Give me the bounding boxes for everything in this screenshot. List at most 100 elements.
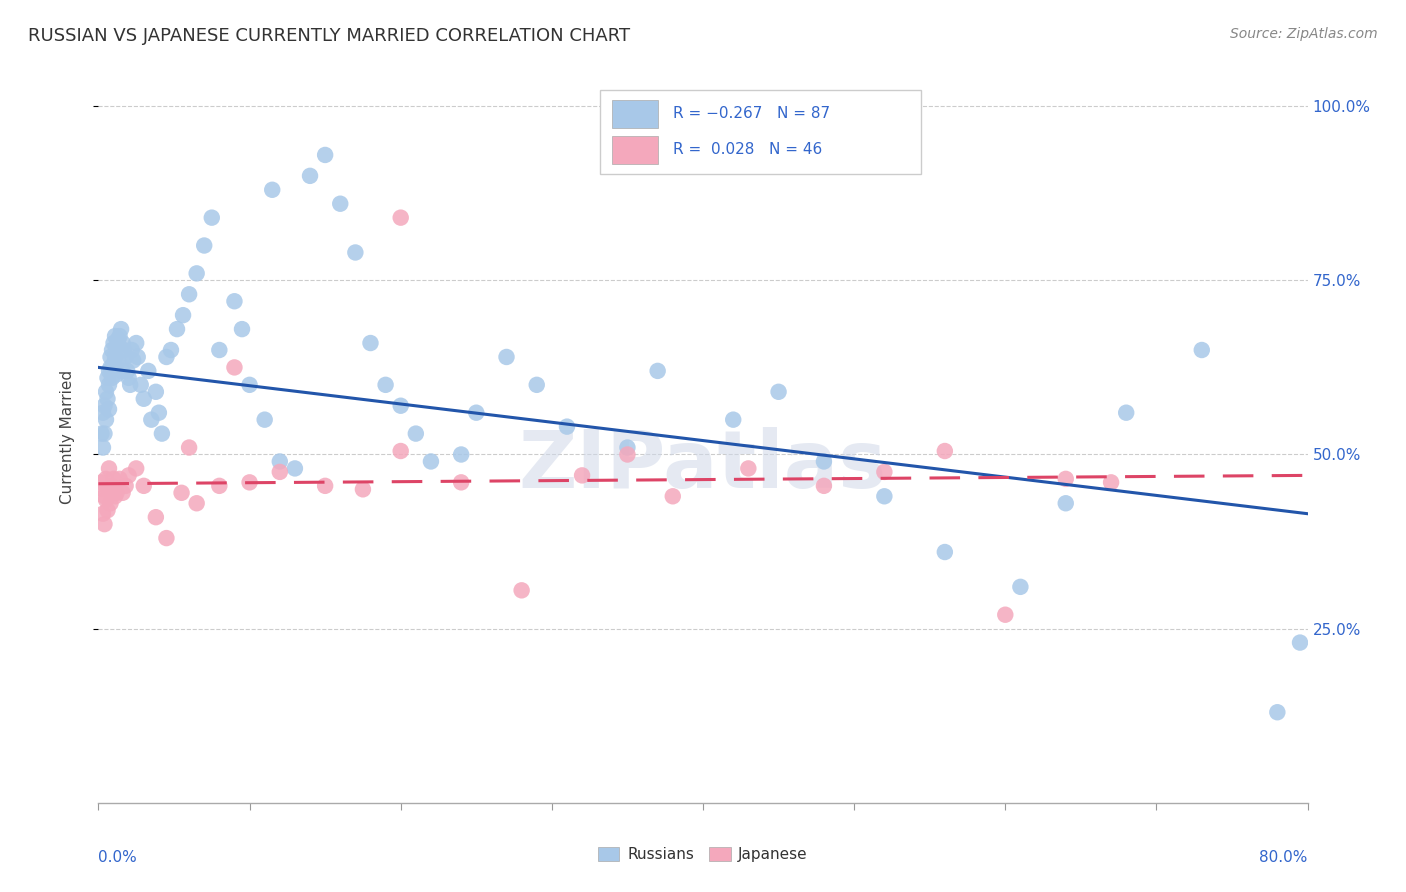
Point (179, 287, 201, 301)
Point (104, 350, 127, 364)
Point (262, 183, 284, 197)
Point (344, 245, 367, 260)
Point (1191, 343, 1213, 357)
Point (1010, 580, 1032, 594)
Point (450, 475, 472, 490)
Point (170, 485, 193, 500)
Point (101, 371, 124, 385)
Point (1115, 406, 1137, 420)
Point (108, 329, 131, 343)
Point (647, 364, 669, 378)
Point (107, 333, 129, 347)
Point (737, 461, 759, 475)
Point (208, 479, 231, 493)
Point (122, 353, 145, 368)
Point (98, 483, 121, 497)
Point (136, 364, 159, 378)
Point (103, 357, 125, 371)
Point (314, 479, 336, 493)
Point (201, 211, 224, 225)
Point (125, 336, 148, 351)
Point (813, 479, 835, 493)
Point (114, 479, 136, 493)
Point (155, 350, 177, 364)
Point (450, 448, 472, 462)
Point (90, 426, 112, 441)
Y-axis label: Currently Married: Currently Married (60, 370, 75, 504)
Point (141, 412, 163, 426)
Point (98, 461, 121, 475)
Point (94, 472, 117, 486)
Point (91, 406, 114, 420)
Point (224, 360, 246, 375)
Point (91, 507, 114, 521)
Point (224, 294, 246, 309)
Point (104, 489, 127, 503)
Point (98, 402, 121, 417)
Bar (613, 136, 658, 163)
Point (104, 329, 127, 343)
Point (405, 426, 427, 441)
Point (101, 479, 124, 493)
Point (93, 489, 115, 503)
Point (100, 496, 122, 510)
Point (112, 343, 135, 357)
Point (98, 377, 121, 392)
Point (934, 444, 956, 458)
Point (253, 412, 276, 426)
Point (360, 336, 382, 351)
Text: Source: ZipAtlas.com: Source: ZipAtlas.com (1230, 27, 1378, 41)
Point (127, 350, 149, 364)
Point (150, 426, 173, 441)
Point (93, 426, 115, 441)
Point (96, 503, 118, 517)
Point (111, 336, 134, 351)
Point (179, 441, 201, 455)
Text: RUSSIAN VS JAPANESE CURRENTLY MARRIED CORRELATION CHART: RUSSIAN VS JAPANESE CURRENTLY MARRIED CO… (28, 27, 630, 45)
Point (118, 371, 141, 385)
Point (94, 384, 117, 399)
Point (284, 461, 307, 475)
FancyBboxPatch shape (600, 90, 921, 174)
Point (661, 489, 683, 503)
Point (111, 485, 134, 500)
Point (93, 399, 115, 413)
Point (420, 454, 443, 468)
Point (98, 364, 121, 378)
Point (994, 607, 1017, 622)
Point (145, 510, 167, 524)
Text: R =  0.028   N = 46: R = 0.028 N = 46 (672, 142, 823, 157)
Point (299, 169, 322, 183)
Point (526, 377, 548, 392)
Text: 80.0%: 80.0% (1260, 850, 1308, 865)
Point (108, 472, 131, 486)
Point (208, 343, 231, 357)
Point (389, 444, 412, 458)
Point (160, 343, 183, 357)
Point (111, 364, 134, 378)
Point (1054, 496, 1077, 510)
Point (813, 454, 835, 468)
Point (105, 485, 128, 500)
Point (1099, 475, 1122, 490)
Point (120, 377, 142, 392)
Point (495, 350, 517, 364)
Point (107, 353, 129, 368)
Point (115, 364, 138, 378)
Point (616, 448, 638, 462)
Point (186, 266, 208, 280)
Point (145, 384, 167, 399)
Point (105, 339, 128, 353)
Point (723, 412, 745, 426)
Point (90, 475, 112, 490)
Point (166, 322, 188, 336)
Point (129, 377, 152, 392)
Point (934, 545, 956, 559)
Point (105, 368, 128, 382)
Point (96, 392, 118, 406)
Point (873, 489, 896, 503)
Point (389, 399, 412, 413)
Point (873, 465, 896, 479)
Point (93, 517, 115, 532)
Point (110, 322, 132, 336)
